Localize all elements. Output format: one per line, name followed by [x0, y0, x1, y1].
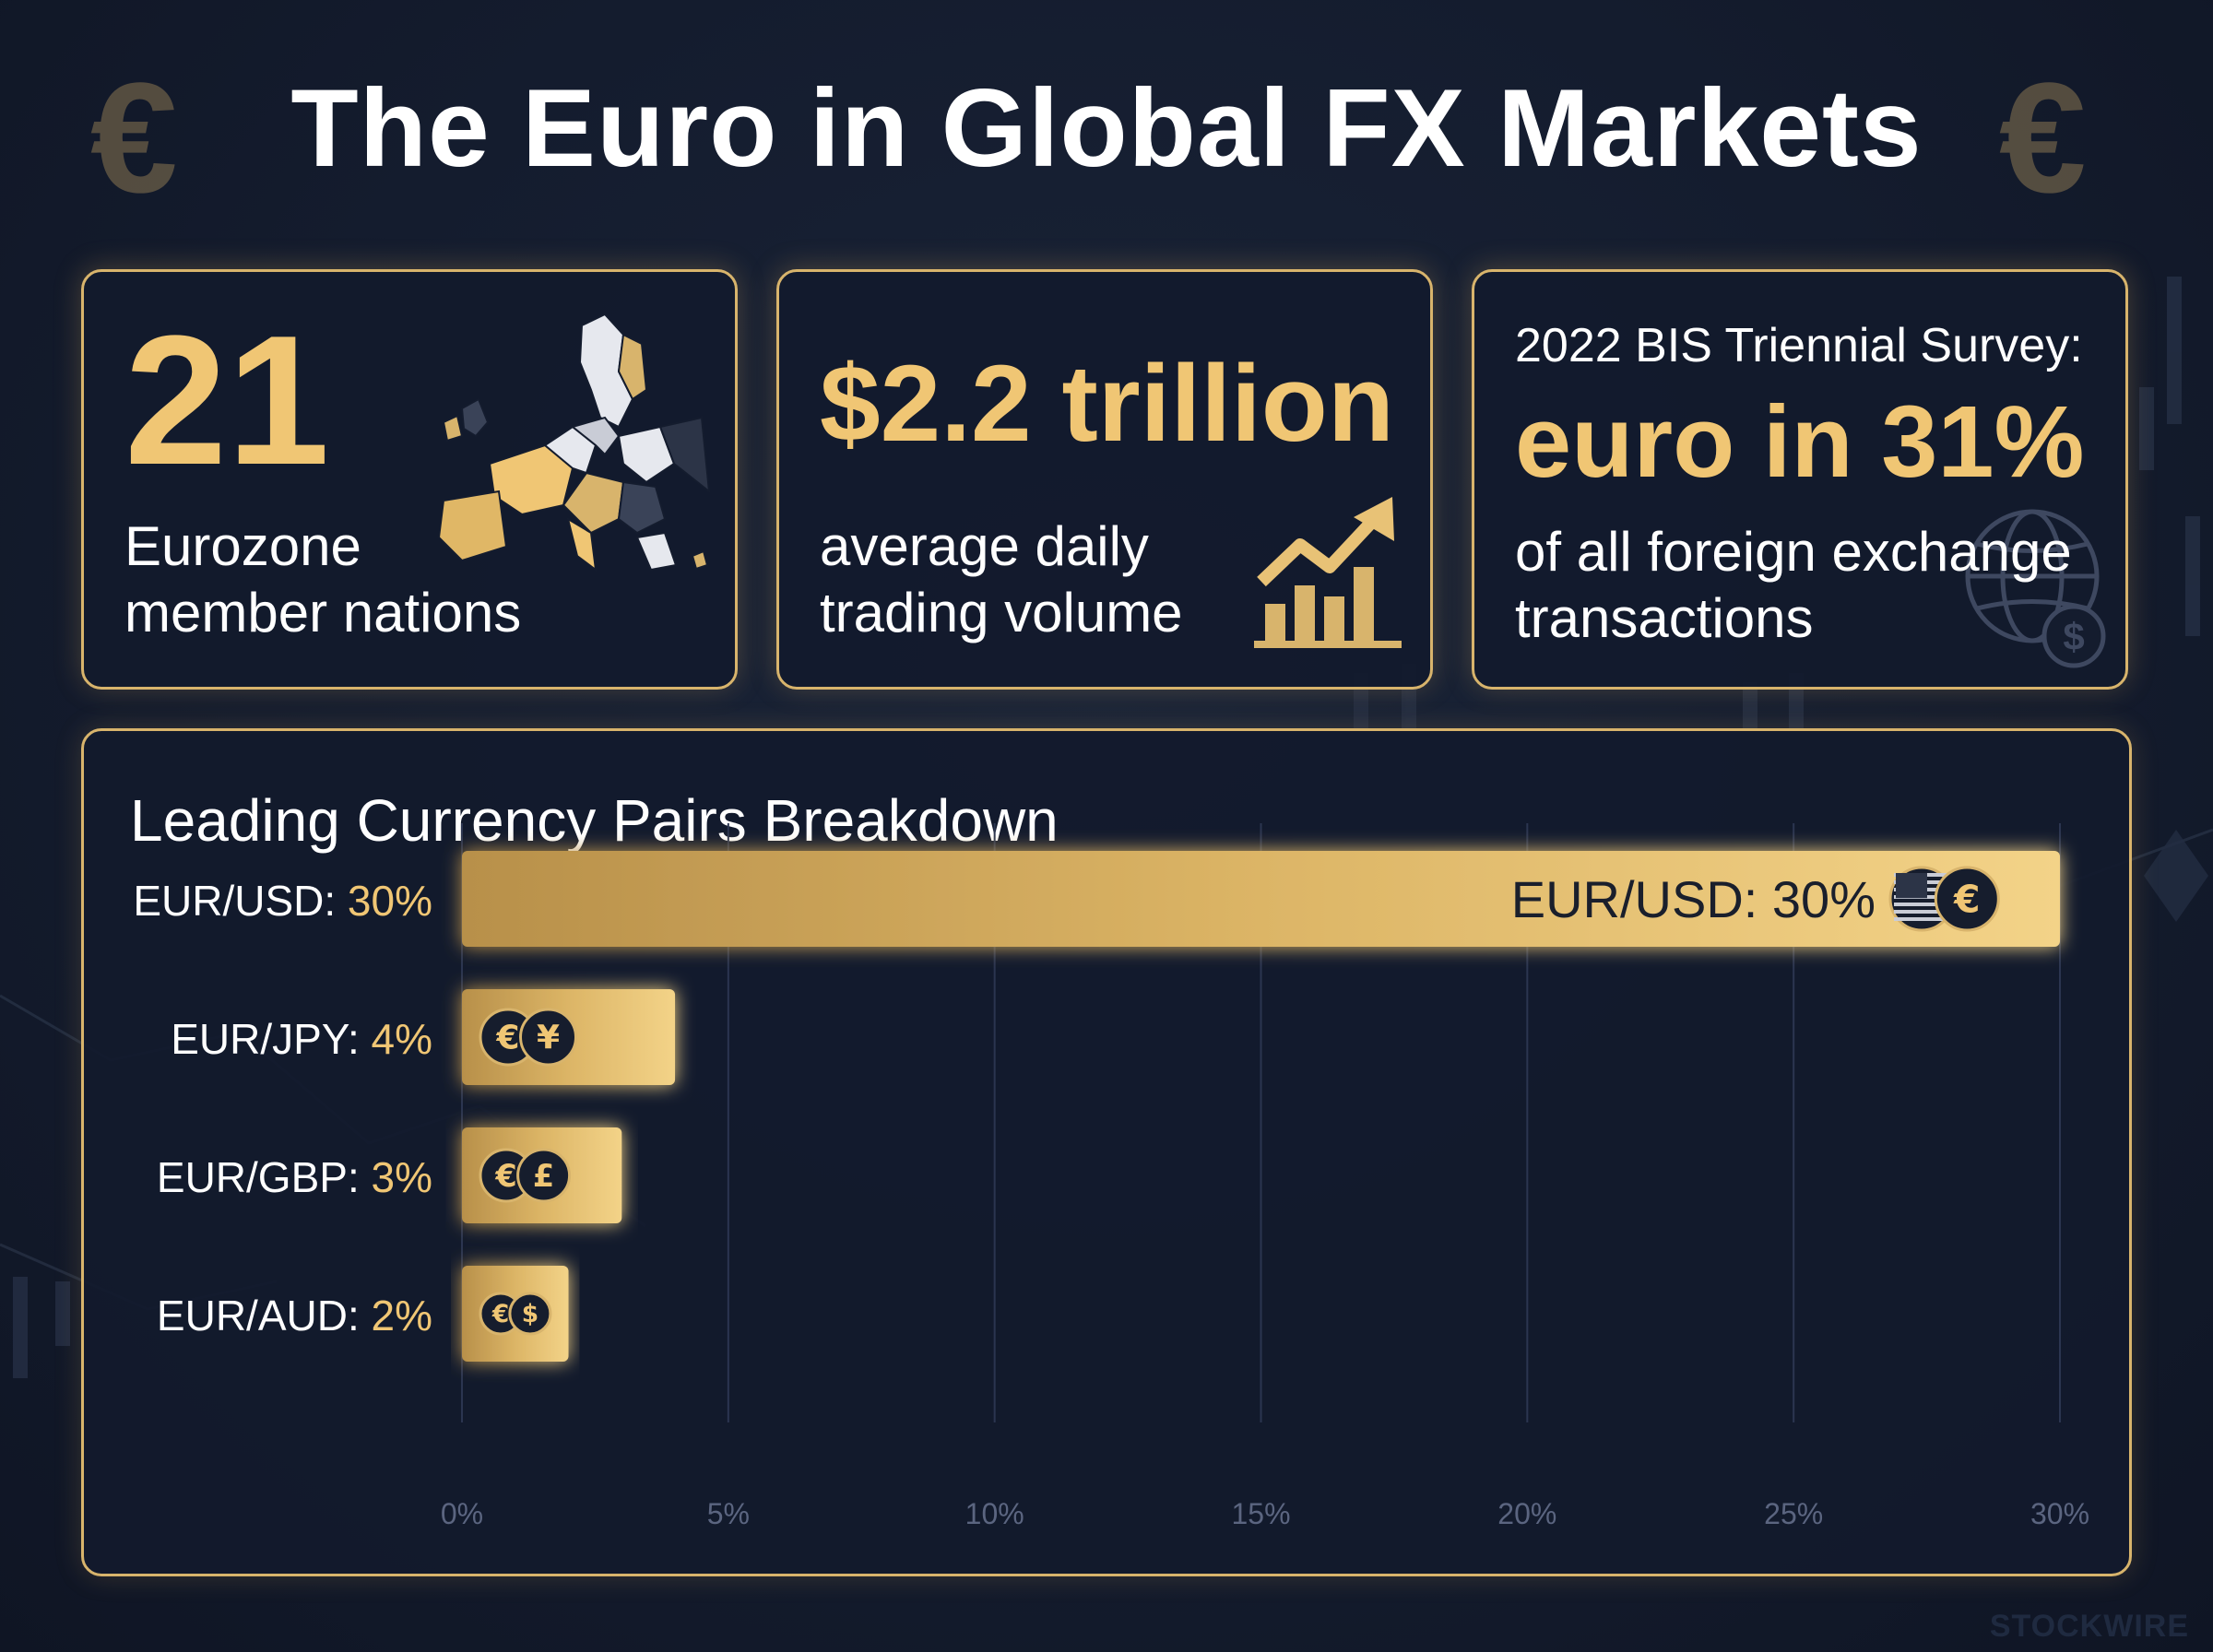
bis-survey-heading: 2022 BIS Triennial Survey:	[1515, 319, 2083, 372]
svg-text:€: €	[495, 1020, 519, 1057]
svg-text:€: €	[1953, 877, 1980, 921]
x-tick-label: 5%	[707, 1497, 750, 1530]
bis-share-label: of all foreign exchange transactions	[1515, 519, 2072, 652]
x-tick-label: 15%	[1231, 1497, 1290, 1530]
watermark: STOCKWIRE	[1989, 1609, 2189, 1644]
chart-title: Leading Currency Pairs Breakdown	[130, 787, 1059, 854]
bis-share-label-line2: transactions	[1515, 587, 1814, 649]
x-tick-label: 25%	[1764, 1497, 1823, 1530]
volume-value: $2.2 trillion	[820, 343, 1394, 465]
x-tick-label: 0%	[441, 1497, 483, 1530]
svg-text:£: £	[533, 1158, 554, 1194]
members-label: Eurozone member nations	[124, 513, 521, 646]
bar-inner-label: EUR/USD: 30%	[1511, 870, 1876, 928]
category-label: EUR/JPY: 4%	[171, 1015, 432, 1063]
currency-coin-icon	[1888, 866, 1955, 932]
members-label-line2: member nations	[124, 582, 522, 643]
currency-coin-icon: €	[1934, 866, 2000, 932]
svg-text:¥: ¥	[537, 1020, 560, 1057]
currency-coin-icon: ¥	[519, 1008, 577, 1067]
svg-text:€: €	[491, 1300, 509, 1328]
currency-coin-icon: €	[479, 1292, 523, 1336]
currency-pairs-bar-chart: EUR/USD: 30% EUR/USD: 30% € EUR/JPY: 4% € ¥ EU…	[133, 823, 2089, 1530]
bar-eur-usd	[462, 851, 2060, 947]
svg-text:€: €	[494, 1158, 516, 1194]
members-value: 21	[124, 298, 330, 503]
europe-map-icon	[437, 313, 711, 572]
category-label: EUR/GBP: 3%	[157, 1153, 432, 1201]
euro-decoration-right-icon: €	[1999, 51, 2087, 226]
euro-decoration-left-icon: €	[90, 51, 178, 226]
volume-label-line1: average daily	[820, 515, 1149, 577]
stat-card-volume: $2.2 trillion average daily trading volu…	[776, 269, 1433, 690]
globe-dollar-icon: $	[1965, 509, 2106, 668]
category-label: EUR/USD: 30%	[133, 877, 432, 925]
svg-text:$: $	[522, 1300, 538, 1328]
svg-text:$: $	[2063, 615, 2084, 658]
bis-share-value: euro in 31%	[1515, 385, 2085, 499]
stat-card-bis-share: 2022 BIS Triennial Survey: euro in 31% $…	[1472, 269, 2128, 690]
currency-coin-icon: €	[479, 1148, 534, 1203]
currency-pairs-chart-panel: Leading Currency Pairs Breakdown EUR/USD…	[81, 728, 2132, 1576]
stat-card-members: 21 Eurozone member nations	[81, 269, 738, 690]
category-label: EUR/AUD: 2%	[157, 1292, 432, 1339]
page-title: The Euro in Global FX Markets	[290, 66, 1923, 190]
x-tick-label: 10%	[965, 1497, 1024, 1530]
x-tick-label: 30%	[2030, 1497, 2089, 1530]
bis-share-label-line1: of all foreign exchange	[1515, 521, 2072, 583]
currency-coin-icon: £	[516, 1148, 572, 1203]
volume-label-line2: trading volume	[820, 582, 1183, 643]
x-tick-label: 20%	[1497, 1497, 1556, 1530]
growth-chart-icon	[1254, 497, 1402, 648]
members-label-line1: Eurozone	[124, 515, 361, 577]
volume-label: average daily trading volume	[820, 513, 1183, 646]
currency-coin-icon: $	[508, 1292, 552, 1336]
